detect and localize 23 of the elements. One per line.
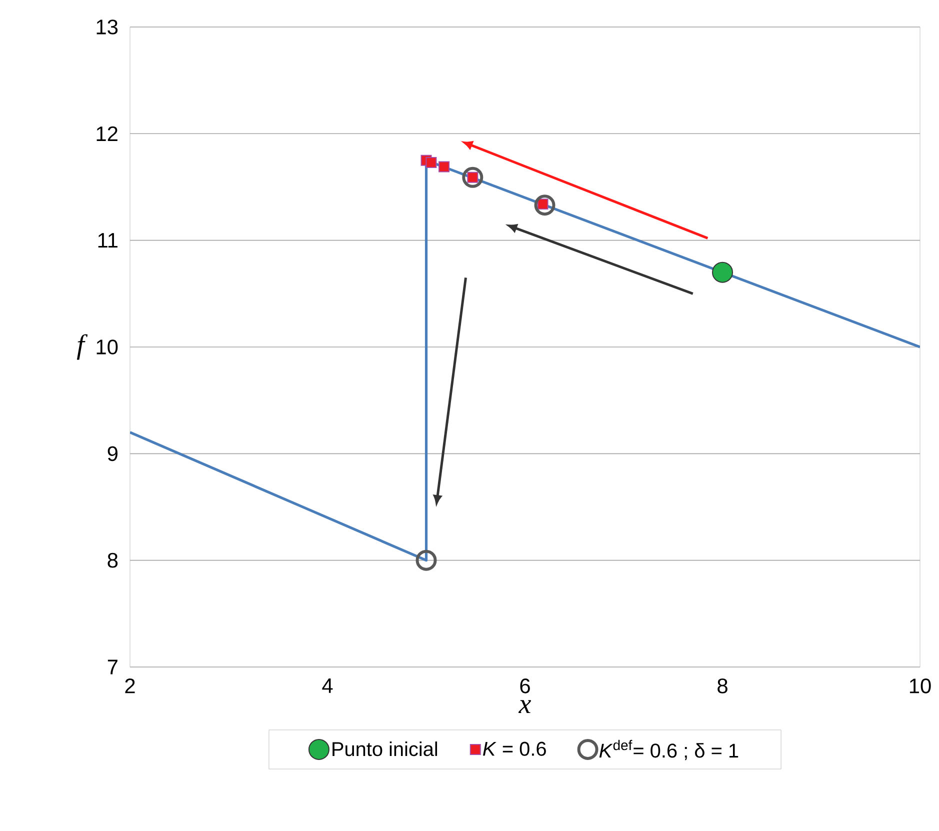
point [438, 161, 450, 172]
y-tick-label: 11 [98, 233, 118, 248]
legend-label: K$^{def}$= 0.6 ; δ = 1 [599, 740, 738, 760]
y-tick-label: 7 [108, 660, 118, 674]
x-tick-label: 2 [125, 678, 135, 694]
legend-label: Punto inicial [332, 742, 438, 756]
y-tick-label: 8 [108, 552, 118, 568]
y-tick-label: 10 [96, 340, 118, 354]
x-tick-label: 8 [718, 678, 728, 694]
point [712, 262, 734, 283]
point [462, 166, 484, 188]
x-tick-label: 10 [910, 678, 931, 694]
y-tick-label: 13 [96, 20, 118, 34]
x-tick-label: 4 [322, 678, 333, 693]
legend-label: K = 0.6 [482, 742, 546, 756]
x-tick-label: 6 [520, 678, 530, 694]
point [534, 194, 556, 216]
x-axis-title: x [518, 700, 531, 713]
y-axis-title: f [76, 334, 88, 360]
y-tick-label: 12 [96, 126, 118, 141]
y-tick-label: 9 [108, 446, 118, 462]
point [416, 550, 437, 571]
point [426, 156, 437, 168]
